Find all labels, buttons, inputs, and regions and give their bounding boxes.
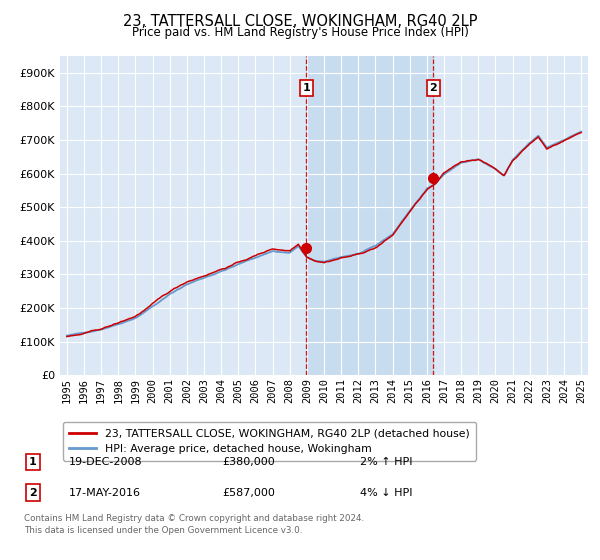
Legend: 23, TATTERSALL CLOSE, WOKINGHAM, RG40 2LP (detached house), HPI: Average price, : 23, TATTERSALL CLOSE, WOKINGHAM, RG40 2L… [63,422,476,460]
Text: 1: 1 [302,83,310,93]
Bar [306,56,433,375]
Text: 17-MAY-2016: 17-MAY-2016 [69,488,141,498]
Text: Price paid vs. HM Land Registry's House Price Index (HPI): Price paid vs. HM Land Registry's House … [131,26,469,39]
Text: Contains HM Land Registry data © Crown copyright and database right 2024.
This d: Contains HM Land Registry data © Crown c… [24,514,364,535]
Text: 19-DEC-2008: 19-DEC-2008 [69,457,143,467]
Text: 2% ↑ HPI: 2% ↑ HPI [360,457,413,467]
Text: 1: 1 [29,457,37,467]
Text: £380,000: £380,000 [222,457,275,467]
Text: 2: 2 [430,83,437,93]
Text: 23, TATTERSALL CLOSE, WOKINGHAM, RG40 2LP: 23, TATTERSALL CLOSE, WOKINGHAM, RG40 2L… [123,14,477,29]
Text: £587,000: £587,000 [222,488,275,498]
Text: 4% ↓ HPI: 4% ↓ HPI [360,488,413,498]
Text: 2: 2 [29,488,37,498]
